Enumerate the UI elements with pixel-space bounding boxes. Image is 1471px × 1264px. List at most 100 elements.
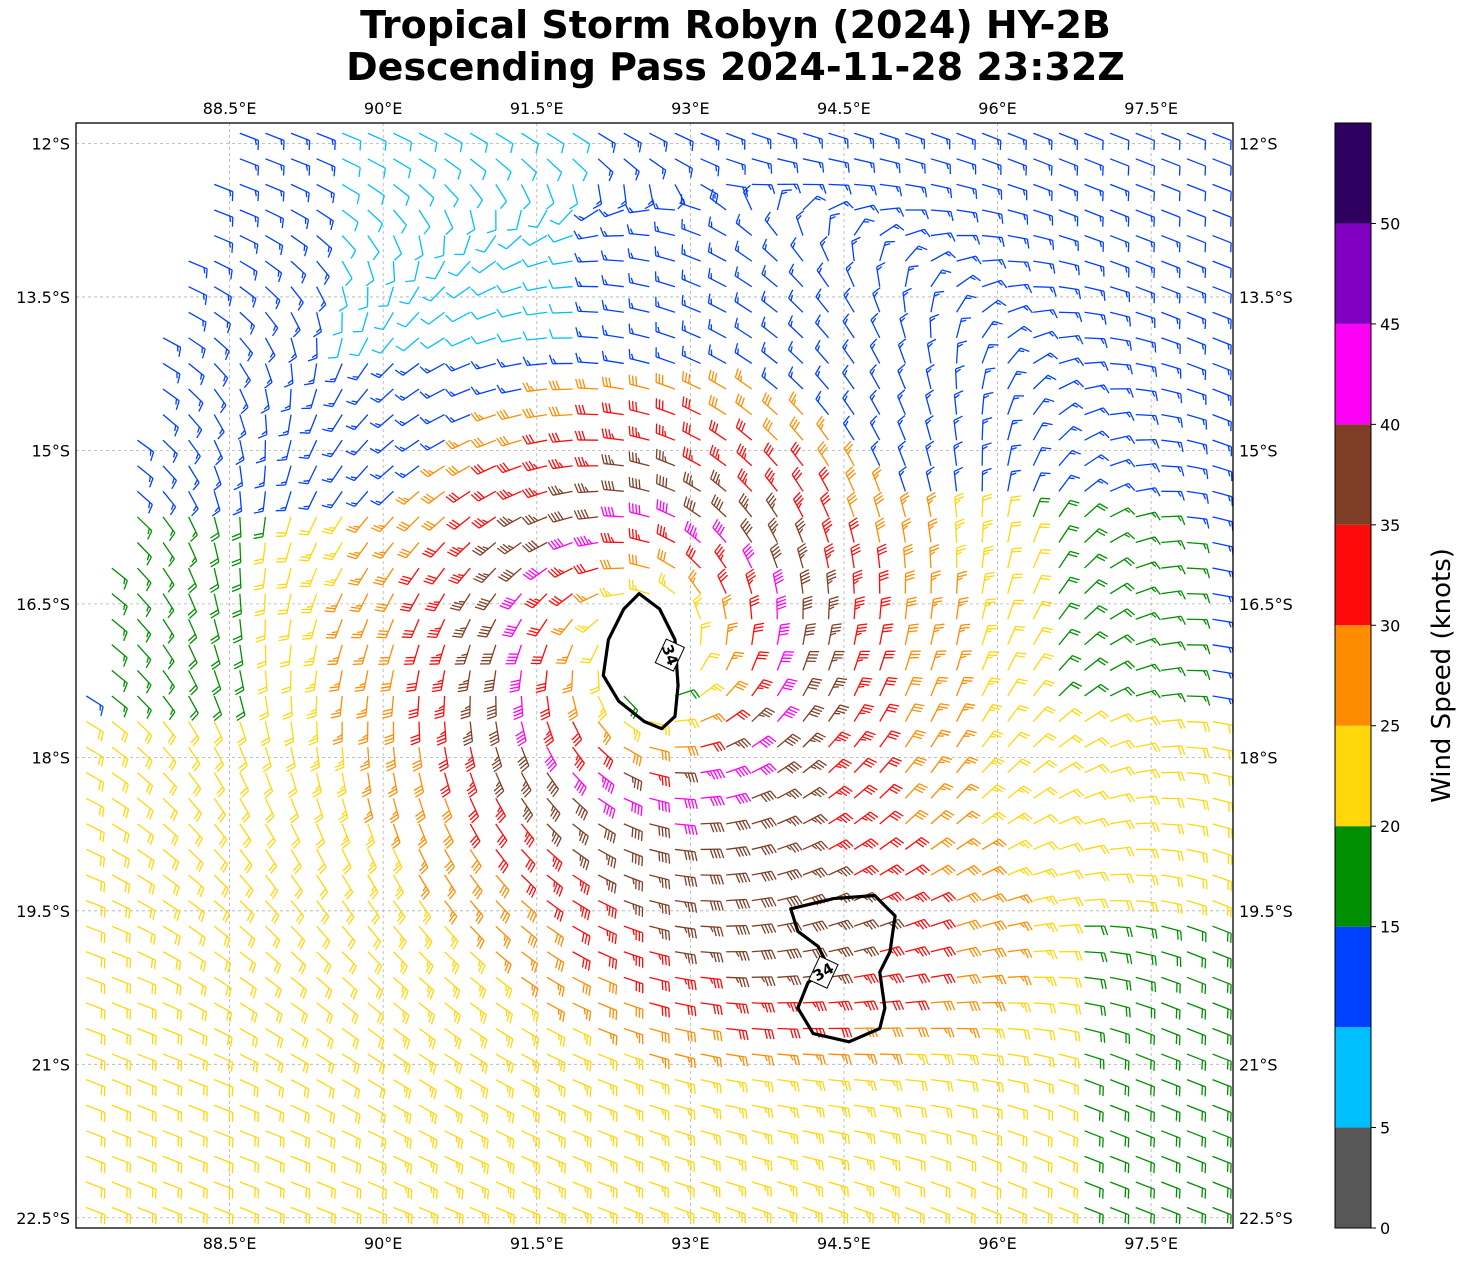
wind-barb — [321, 490, 343, 509]
wind-barb — [788, 391, 804, 416]
wind-barb — [597, 158, 614, 182]
wind-barb — [956, 729, 977, 748]
wind-barb — [313, 312, 323, 338]
wind-barb — [955, 544, 966, 569]
wind-barb — [700, 183, 719, 204]
wind-barb — [1007, 444, 1022, 466]
wind-barb — [930, 250, 956, 262]
wind-barb — [1084, 384, 1110, 394]
wind-barb — [956, 946, 982, 958]
wind-barb — [393, 1155, 413, 1175]
wind-barb — [1212, 1155, 1232, 1174]
wind-barb — [393, 158, 412, 179]
wind-barb — [953, 441, 963, 466]
wind-barb — [418, 849, 429, 875]
wind-barb — [137, 823, 155, 845]
wind-barb — [239, 1104, 260, 1123]
wind-barb — [874, 517, 886, 543]
wind-barb — [316, 849, 327, 875]
wind-barb — [367, 209, 383, 233]
wind-barb — [904, 729, 926, 748]
wind-barb — [571, 721, 583, 747]
wind-barb — [953, 415, 963, 441]
wind-barb — [367, 900, 380, 925]
wind-barb — [495, 925, 511, 949]
wind-barb — [1161, 183, 1181, 202]
wind-barb — [776, 189, 792, 211]
wind-barb — [818, 466, 830, 492]
wind-barb — [777, 868, 803, 881]
wind-barb — [393, 183, 410, 206]
wind-barb — [419, 388, 445, 399]
wind-barb — [445, 286, 471, 299]
wind-barb — [981, 519, 993, 543]
wind-barb — [341, 260, 353, 287]
wind-barb — [367, 951, 383, 975]
wind-barb — [681, 218, 701, 237]
wind-barb — [726, 950, 750, 961]
wind-barb — [290, 925, 306, 950]
wind-barb — [495, 849, 509, 874]
wind-barb — [828, 1206, 849, 1224]
wind-barb — [904, 756, 927, 774]
wind-barb — [761, 367, 778, 390]
wind-barb — [674, 823, 698, 836]
wind-barb — [879, 837, 905, 850]
wind-barb — [393, 1079, 412, 1100]
wind-barb — [373, 567, 394, 586]
wind-barb — [700, 1104, 722, 1120]
wind-barb — [346, 388, 369, 406]
wind-barb — [1135, 899, 1159, 913]
wind-barb — [1110, 388, 1134, 398]
wind-barb — [349, 593, 369, 613]
wind-barb — [597, 925, 617, 945]
wind-barb — [725, 680, 749, 697]
wind-barb — [853, 1206, 874, 1224]
wind-barb — [265, 1104, 285, 1123]
wind-barb — [905, 918, 931, 930]
colorbar-tick-label: 40 — [1380, 415, 1400, 434]
wind-barb — [760, 316, 778, 339]
wind-barb — [674, 976, 697, 991]
wind-barb — [956, 865, 982, 876]
wind-barb — [209, 567, 220, 594]
wind-barb — [265, 234, 284, 256]
wind-barb — [930, 973, 956, 984]
wind-barb — [1109, 1002, 1131, 1018]
wind-barb — [341, 132, 362, 151]
wind-barb — [1033, 1079, 1054, 1095]
wind-barb — [597, 695, 608, 722]
wind-barb — [1033, 813, 1059, 825]
wind-barb — [444, 1002, 462, 1025]
wind-barb — [1007, 234, 1030, 249]
wind-barb — [1135, 260, 1156, 278]
wind-barb — [828, 758, 852, 774]
wind-barb — [264, 951, 282, 974]
wind-barb — [1161, 951, 1182, 968]
wind-barb — [1084, 710, 1110, 723]
wind-barb — [496, 541, 522, 555]
wind-barb — [444, 1206, 464, 1225]
wind-barb — [495, 797, 507, 824]
wind-barb — [431, 670, 446, 693]
wind-barb — [367, 874, 379, 900]
wind-barb — [1212, 823, 1233, 839]
wind-barb — [285, 746, 296, 773]
wind-barb — [930, 1206, 951, 1225]
wind-barb — [469, 1002, 487, 1024]
wind-barb — [444, 1181, 464, 1200]
wind-barb — [777, 1053, 801, 1066]
wind-barb — [956, 1130, 978, 1146]
wind-barb — [601, 325, 624, 339]
wind-barb — [358, 721, 369, 746]
wind-barb — [316, 209, 334, 231]
wind-barb — [1109, 532, 1136, 544]
wind-barb — [802, 840, 829, 852]
wind-barb — [776, 678, 798, 697]
wind-barb — [188, 362, 205, 386]
wind-barb — [393, 1181, 413, 1200]
wind-barb — [111, 1155, 132, 1174]
wind-barb — [546, 925, 565, 947]
wind-barb — [828, 812, 854, 825]
wind-barb — [1212, 848, 1233, 865]
